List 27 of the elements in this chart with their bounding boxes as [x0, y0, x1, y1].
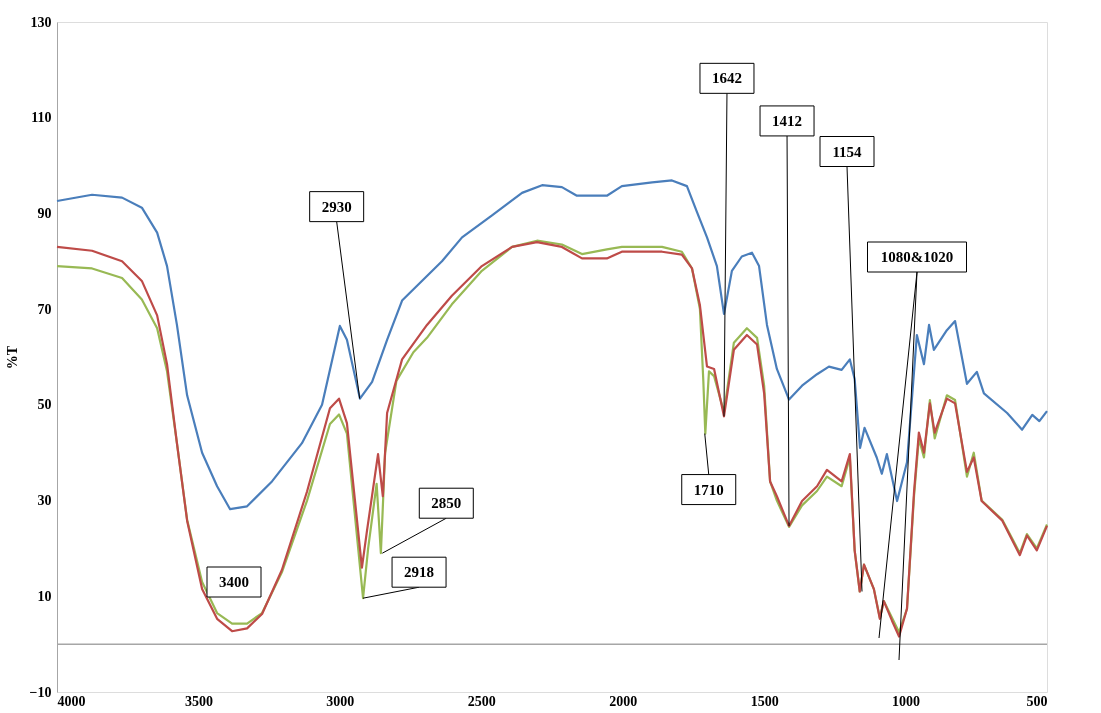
y-tick-label: 70: [37, 301, 52, 317]
annotation: 3400: [219, 574, 249, 590]
x-tick-label: 1000: [892, 693, 921, 709]
y-tick-label: −10: [29, 684, 52, 700]
y-tick-label: 30: [37, 493, 52, 509]
line-series: [55, 179, 1049, 511]
y-tick-label: 90: [37, 205, 52, 221]
annotation: 1154: [832, 143, 863, 160]
x-tick-label: 3000: [326, 693, 355, 709]
annotation: 2850: [431, 495, 462, 512]
annotation: 2930: [321, 198, 352, 215]
x-tick-label: 2000: [609, 693, 638, 709]
y-axis-title: %T: [4, 345, 20, 370]
annotation: 1412: [772, 112, 803, 129]
annotation: 1080&1020: [880, 249, 954, 265]
x-tick-label: 1500: [750, 693, 779, 709]
x-tick-label: 3500: [184, 693, 213, 709]
x-tick-label: 500: [1026, 693, 1048, 709]
y-tick-label: 110: [31, 110, 52, 126]
annotation: 1710: [693, 481, 724, 498]
y-tick-label: 130: [30, 14, 52, 30]
x-tick-label: 2500: [467, 693, 496, 709]
y-tick-label: 50: [37, 397, 52, 413]
x-tick-label: 4000: [57, 693, 86, 709]
annotation: 2918: [404, 564, 435, 581]
y-tick-label: 10: [37, 588, 52, 604]
annotation: 1642: [711, 70, 742, 87]
